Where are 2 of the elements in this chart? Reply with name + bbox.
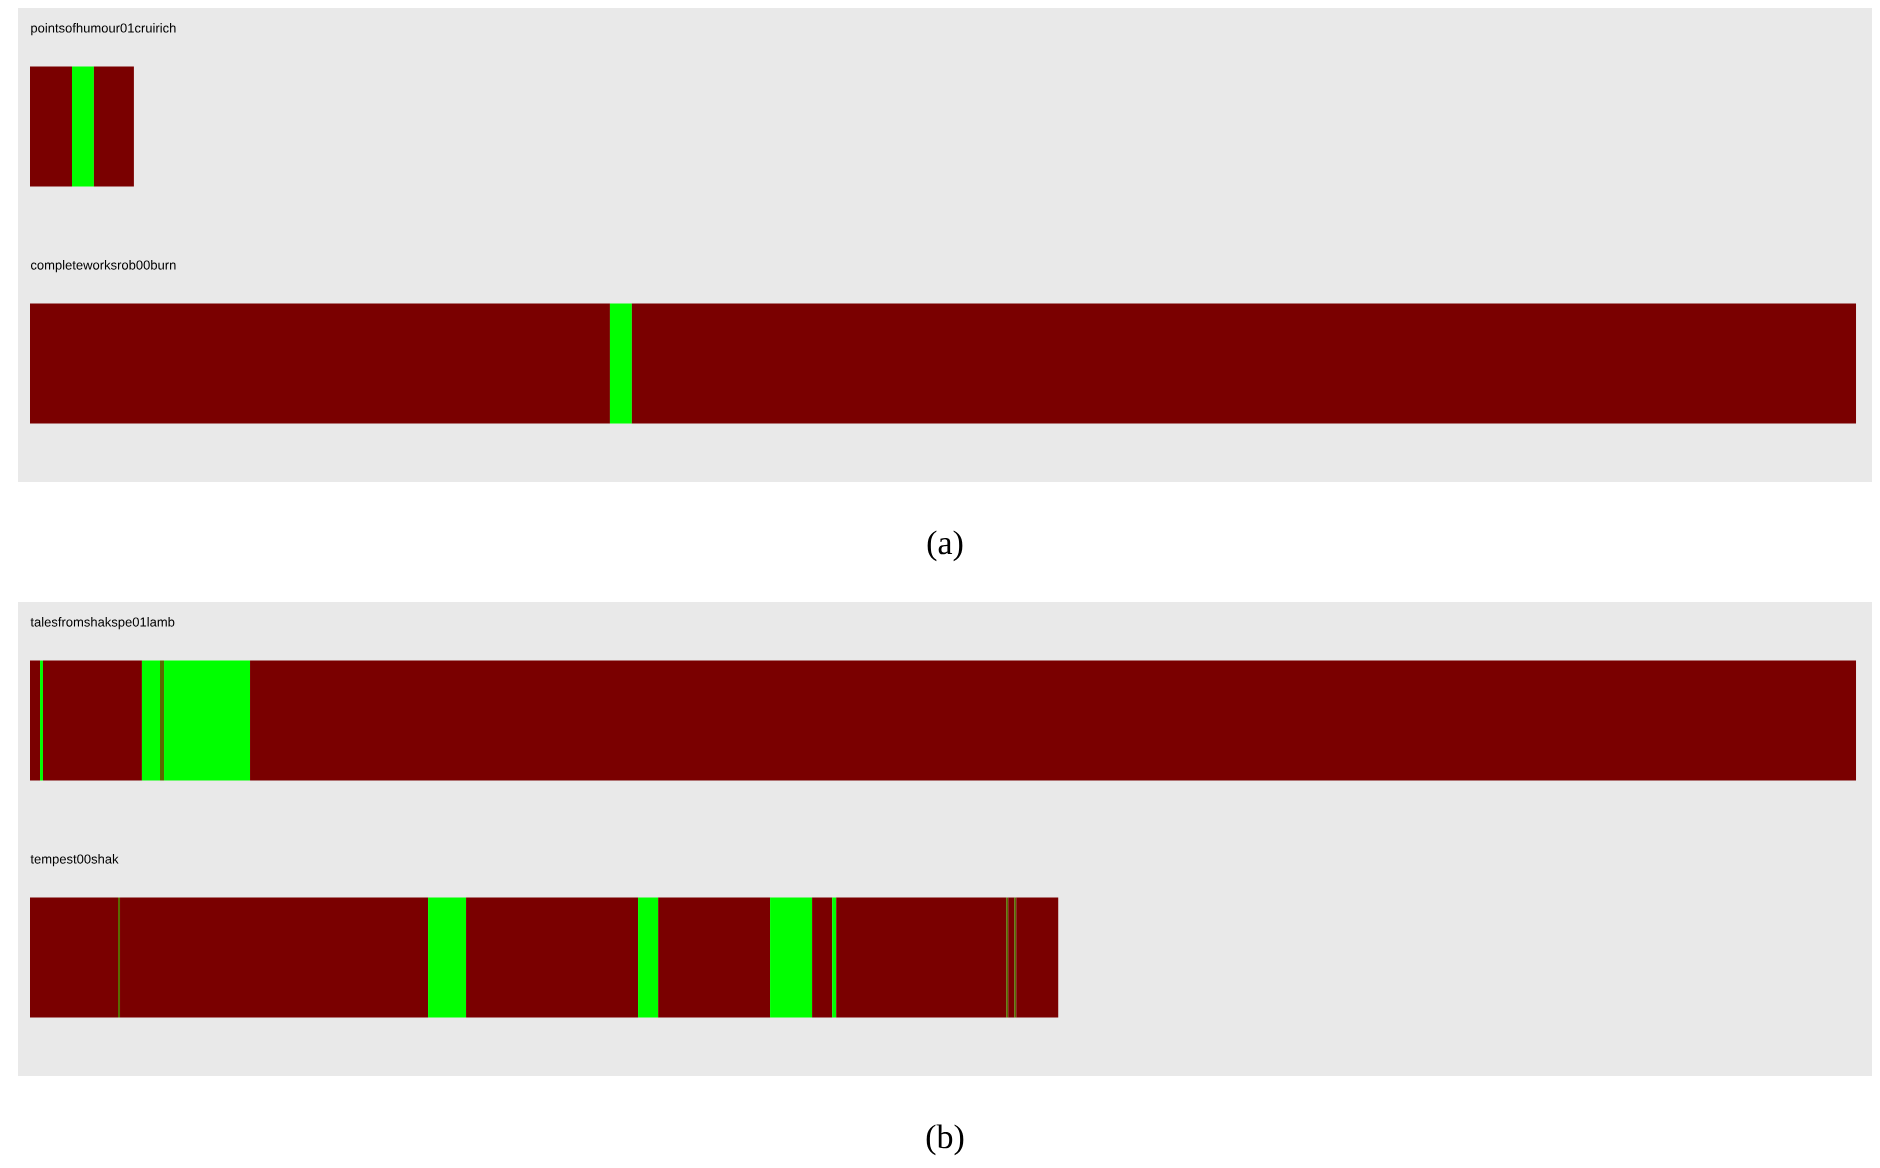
text: (b)	[926, 1124, 964, 1156]
text: (a)	[927, 530, 963, 562]
